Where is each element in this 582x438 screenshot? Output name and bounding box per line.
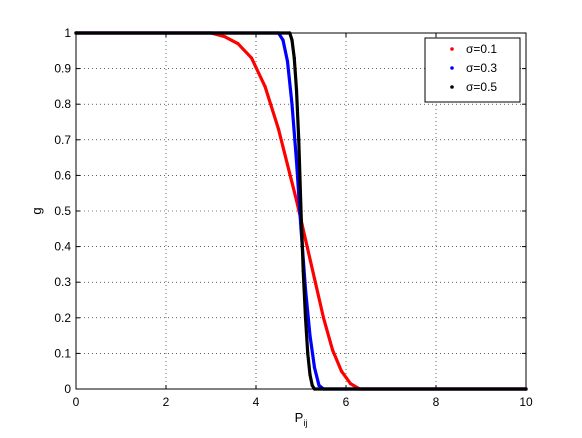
x-tick-label: 2 — [163, 395, 170, 409]
data-point — [299, 209, 303, 213]
data-point — [222, 34, 227, 39]
y-tick-label: 0.9 — [54, 62, 71, 76]
data-point — [339, 369, 344, 373]
x-tick-label: 4 — [253, 395, 260, 409]
x-tick-label: 10 — [519, 395, 533, 409]
data-point — [294, 88, 299, 92]
data-point — [281, 38, 285, 42]
data-point — [285, 59, 290, 64]
legend-marker — [450, 66, 454, 70]
y-axis-label: g — [29, 207, 44, 214]
data-series — [74, 31, 528, 391]
x-axis-label-subscript: ij — [303, 418, 307, 428]
legend-marker — [450, 85, 454, 89]
data-point — [330, 348, 335, 352]
data-point — [308, 334, 312, 338]
data-point — [310, 383, 314, 388]
data-point — [312, 277, 317, 281]
data-point — [297, 138, 301, 142]
data-point — [348, 382, 353, 386]
x-axis-label: Pij — [295, 410, 308, 428]
y-tick-label: 0.5 — [54, 204, 71, 218]
y-tick-label: 0.8 — [54, 97, 71, 111]
data-point — [249, 56, 254, 60]
x-tick-label: 0 — [73, 395, 80, 409]
data-point — [301, 269, 305, 274]
y-tick-label: 0.7 — [54, 133, 71, 147]
y-tick-label: 0.3 — [54, 275, 71, 289]
y-tick-label: 0.6 — [54, 168, 71, 182]
data-point — [290, 102, 294, 106]
data-point — [303, 237, 308, 242]
tick-labels: 0 2 4 6 8 10 0 0.1 0.2 0.3 0.4 0.5 0.6 0.7 0.8 0.9 1 — [54, 26, 533, 409]
data-point — [308, 373, 312, 377]
data-point — [321, 316, 326, 320]
y-tick-label: 0.4 — [54, 240, 71, 254]
data-point — [312, 366, 317, 370]
legend-label: σ=0.3 — [466, 61, 497, 75]
legend-marker — [450, 47, 454, 51]
data-point — [292, 56, 296, 60]
data-point — [306, 351, 310, 355]
legend: σ=0.1 σ=0.3 σ=0.5 — [424, 37, 521, 103]
y-tick-label: 0 — [64, 382, 71, 396]
legend-label: σ=0.5 — [466, 80, 497, 94]
y-tick-label: 0.1 — [54, 346, 71, 360]
y-tick-label: 1 — [64, 26, 71, 40]
y-tick-label: 0.2 — [54, 311, 71, 325]
data-point — [285, 163, 290, 167]
data-point — [294, 198, 299, 202]
series-line — [74, 31, 528, 391]
data-point — [317, 383, 321, 388]
x-tick-label: 6 — [343, 395, 350, 409]
data-point — [303, 316, 308, 320]
axis-ticks — [75, 32, 527, 390]
legend-label: σ=0.1 — [466, 42, 497, 56]
data-point — [294, 159, 299, 163]
legend-box — [424, 37, 521, 103]
x-axis-label-main: P — [295, 410, 304, 425]
data-point — [263, 84, 267, 88]
data-point — [290, 38, 294, 42]
data-point — [276, 127, 281, 131]
x-tick-label: 8 — [433, 395, 440, 409]
data-point — [236, 42, 240, 46]
